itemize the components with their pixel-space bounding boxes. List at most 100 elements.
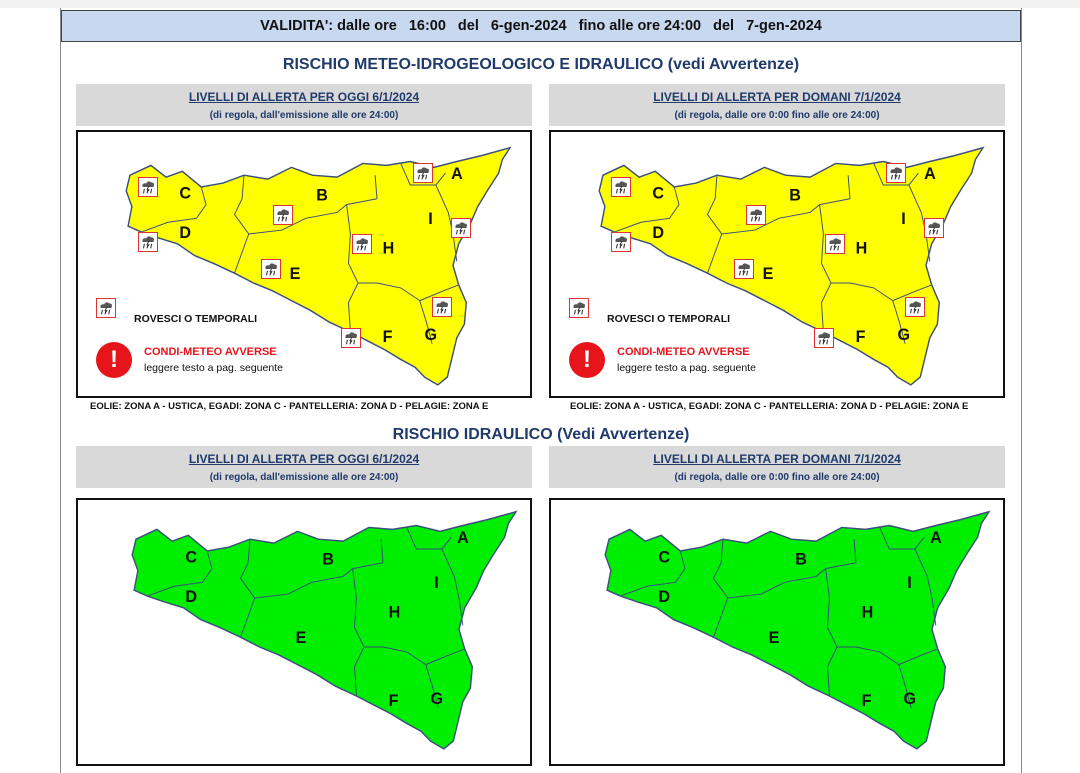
zone-label-h: H	[383, 239, 395, 257]
sicily-region-shape	[125, 146, 512, 386]
zone-border	[898, 664, 912, 708]
legend-warning-title: CONDI-METEO AVVERSE	[144, 346, 277, 358]
zone-label-i: I	[434, 574, 438, 592]
rain-cloud-icon	[886, 163, 907, 184]
zone-label-d: D	[185, 588, 197, 606]
zone-border	[614, 186, 680, 233]
zone-label-h: H	[856, 239, 868, 257]
zone-label-f: F	[856, 328, 866, 346]
alert-heading: LIVELLI DI ALLERTA PER OGGI 6/1/2024	[188, 452, 420, 466]
zone-label-f: F	[383, 328, 393, 346]
zone-label-c: C	[652, 185, 664, 203]
zone-border	[847, 175, 851, 199]
zone-label-a: A	[924, 165, 936, 183]
rain-cloud-icon	[745, 204, 766, 225]
bulletin-page: VALIDITA': dalle ore 16:00 del 6-gen-202…	[60, 8, 1022, 773]
legend-rain-cloud-icon	[96, 298, 116, 318]
rain-cloud-icon	[413, 163, 434, 184]
rain-cloud-icon	[734, 259, 755, 280]
alert-subheading: (di regola, dalle ore 0:00 fino alle ore…	[674, 472, 880, 483]
islands-note-today: EOLIE: ZONA A - USTICA, EGADI: ZONA C - …	[90, 401, 489, 412]
zone-border	[706, 175, 723, 274]
rain-cloud-icon	[813, 328, 834, 349]
zone-label-c: C	[658, 549, 670, 567]
zone-border	[879, 527, 925, 550]
sicily-map-svg: A B C D E F G H I	[131, 510, 518, 750]
rain-cloud-icon	[352, 234, 373, 254]
legend-rain-cloud-icon	[569, 298, 589, 318]
zone-border	[374, 175, 378, 199]
section-title-hydraulic: RISCHIO IDRAULICO (Vedi Avvertenze)	[392, 426, 690, 443]
alert-header-tomorrow-meteo: LIVELLI DI ALLERTA PER DOMANI 7/1/2024 (…	[549, 84, 1005, 126]
zone-border	[712, 539, 729, 638]
zone-label-b: B	[316, 186, 328, 204]
zone-border	[425, 664, 439, 708]
zone-border	[873, 163, 919, 186]
rain-cloud-icon	[137, 177, 158, 198]
zone-label-a: A	[930, 529, 942, 547]
zone-label-a: A	[451, 165, 463, 183]
alert-heading: LIVELLI DI ALLERTA PER OGGI 6/1/2024	[188, 90, 420, 104]
map-hydraulic-tomorrow: A B C D E F G H I	[549, 498, 1005, 766]
zone-border	[406, 527, 452, 550]
zone-label-f: F	[389, 692, 399, 710]
legend-warning-title: CONDI-METEO AVVERSE	[617, 346, 750, 358]
alert-heading: LIVELLI DI ALLERTA PER DOMANI 7/1/2024	[653, 452, 901, 466]
zone-border	[248, 198, 378, 235]
zone-label-a: A	[457, 529, 469, 547]
zone-border	[892, 284, 932, 302]
zone-label-b: B	[322, 550, 334, 568]
sicily-region-shape	[131, 510, 518, 750]
zone-label-f: F	[862, 692, 872, 710]
legend-warning-subtitle: leggere testo a pag. seguente	[617, 362, 756, 374]
zone-label-b: B	[789, 186, 801, 204]
zone-label-i: I	[428, 210, 432, 228]
zone-border	[380, 539, 384, 563]
sicily-region-shape	[604, 510, 991, 750]
rain-cloud-icon	[432, 296, 453, 317]
zone-border	[233, 175, 250, 274]
map-meteo-tomorrow: A B C D E F G H I ROVESCI O TEMPORALI! CONDI-METEO…	[549, 130, 1005, 398]
rain-cloud-icon	[825, 234, 846, 254]
validity-del-1: del	[457, 18, 479, 34]
zone-label-e: E	[769, 629, 780, 647]
zone-label-g: G	[898, 326, 911, 344]
zone-border	[254, 562, 384, 599]
zone-label-e: E	[290, 265, 301, 283]
zone-border	[441, 548, 464, 626]
alert-header-today-hydraulic: LIVELLI DI ALLERTA PER OGGI 6/1/2024 (di…	[76, 446, 532, 488]
zone-label-e: E	[763, 265, 774, 283]
zone-label-g: G	[425, 326, 438, 344]
zone-border	[853, 539, 857, 563]
sicily-map-svg: A B C D E F G H I	[125, 146, 512, 386]
zone-border	[419, 300, 433, 344]
rain-cloud-icon	[905, 296, 926, 317]
exclamation-icon: !	[569, 342, 605, 378]
zone-label-d: D	[658, 588, 670, 606]
zone-label-i: I	[907, 574, 911, 592]
alert-header-today-meteo: LIVELLI DI ALLERTA PER OGGI 6/1/2024 (di…	[76, 84, 532, 126]
zone-border	[908, 184, 931, 262]
validity-to-label: fino alle ore 24:00	[578, 18, 702, 34]
rain-cloud-icon	[451, 218, 472, 239]
rain-cloud-icon	[137, 232, 158, 253]
sicily-map-svg: A B C D E F G H I	[604, 510, 991, 750]
rain-cloud-icon	[610, 232, 631, 253]
zone-border	[400, 163, 446, 186]
zone-border	[727, 562, 857, 599]
map-hydraulic-today: A B C D E F G H I	[76, 498, 532, 766]
zone-label-c: C	[179, 185, 191, 203]
zone-label-g: G	[904, 690, 917, 708]
zone-border	[892, 300, 906, 344]
alert-subheading: (di regola, dall'emissione alle ore 24:0…	[209, 110, 399, 121]
validity-bar: VALIDITA': dalle ore 16:00 del 6-gen-202…	[61, 10, 1021, 42]
legend-warning-subtitle: leggere testo a pag. seguente	[144, 362, 283, 374]
zone-border	[425, 648, 465, 666]
alert-subheading: (di regola, dalle ore 0:00 fino alle ore…	[674, 110, 880, 121]
validity-label: VALIDITA': dalle ore	[260, 18, 397, 34]
zone-label-d: D	[179, 224, 191, 242]
legend-rain-label: ROVESCI O TEMPORALI	[607, 313, 731, 325]
zone-border	[354, 646, 365, 697]
legend-rain-label: ROVESCI O TEMPORALI	[134, 313, 258, 325]
section-title-meteo: RISCHIO METEO-IDROGEOLOGICO E IDRAULICO …	[282, 56, 800, 73]
